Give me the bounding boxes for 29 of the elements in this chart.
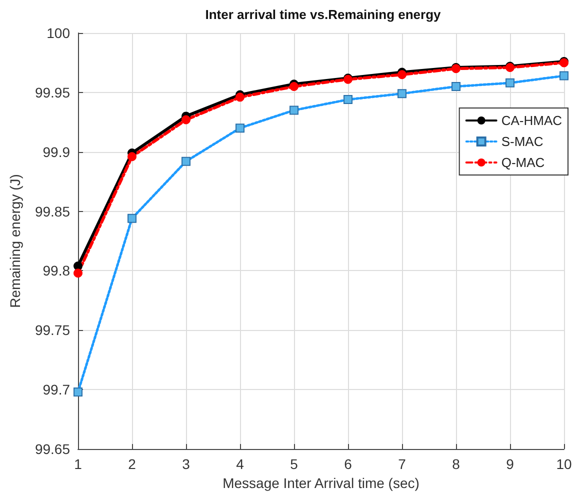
point bbox=[74, 268, 82, 278]
y-tick-label: 99.65 bbox=[34, 441, 70, 457]
point bbox=[398, 70, 406, 80]
x-tick-label: 7 bbox=[398, 456, 406, 472]
x-tick-label: 8 bbox=[452, 456, 460, 472]
x-tick-label: 6 bbox=[344, 456, 352, 472]
y-tick-label: 99.85 bbox=[34, 203, 70, 220]
x-tick-label: 4 bbox=[236, 456, 244, 472]
y-tick-label: 100 bbox=[46, 25, 70, 41]
chart-title: Inter arrival time vs.Remaining energy bbox=[205, 7, 442, 22]
y-axis-title: Remaining energy (J) bbox=[7, 174, 23, 308]
x-axis-title: Message Inter Arrival time (sec) bbox=[222, 475, 420, 491]
legend-label: CA-HMAC bbox=[501, 113, 562, 128]
y-tick-label: 99.75 bbox=[34, 322, 70, 338]
legend-label: S-MAC bbox=[501, 134, 544, 149]
y-tick-label: 99.95 bbox=[34, 84, 70, 100]
point bbox=[182, 115, 190, 124]
y-tick-label: 99.8 bbox=[42, 262, 70, 279]
x-tick-label: 5 bbox=[290, 456, 298, 472]
point bbox=[128, 152, 136, 162]
x-tick-label: 10 bbox=[556, 456, 572, 472]
point bbox=[236, 92, 244, 102]
x-tick-label: 1 bbox=[74, 456, 82, 472]
y-tick-label: 99.7 bbox=[42, 382, 70, 398]
legend-label: Q-MAC bbox=[501, 155, 545, 170]
x-tick-label: 9 bbox=[506, 456, 514, 472]
x-tick-label: 2 bbox=[128, 456, 136, 472]
y-tick-label: 99.9 bbox=[42, 144, 70, 160]
x-tick-label: 3 bbox=[182, 456, 190, 472]
